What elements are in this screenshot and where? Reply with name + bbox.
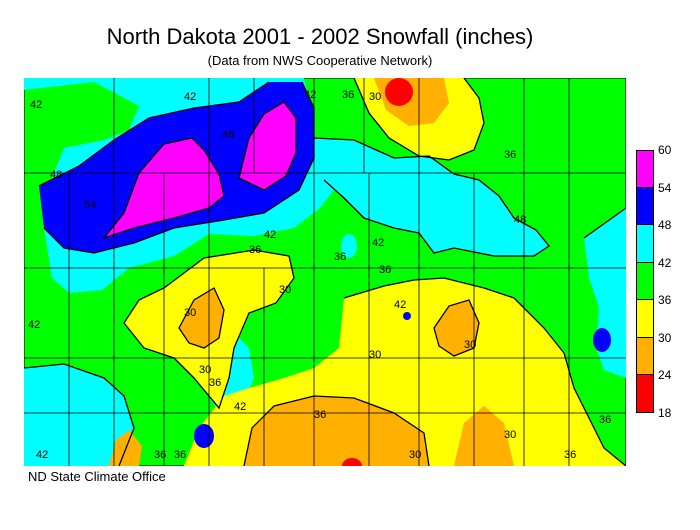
contour-label: 36 xyxy=(314,409,326,421)
color-legend: 60 54 48 42 36 30 24 18 xyxy=(636,143,671,420)
contour-label: 36 xyxy=(249,244,261,256)
region-orange-southeast xyxy=(454,406,514,466)
contour-label: 42 xyxy=(234,401,246,413)
snowfall-map: 42 42 42 42 42 42 42 42 42 48 48 48 54 3… xyxy=(24,78,626,466)
legend-label: 48 xyxy=(658,218,672,232)
legend-label: 54 xyxy=(658,180,672,195)
legend-label: 36 xyxy=(658,293,672,307)
map-title: North Dakota 2001 - 2002 Snowfall (inche… xyxy=(106,24,534,49)
region-magenta-north xyxy=(239,102,296,190)
region-cyan-east xyxy=(584,208,626,378)
spot-cyan-center xyxy=(341,234,357,258)
contour-label: 30 xyxy=(409,449,421,461)
legend-swatch xyxy=(636,262,654,300)
region-orange-southwest xyxy=(179,288,224,348)
contour-label: 48 xyxy=(50,169,62,181)
contour-label: 30 xyxy=(369,349,381,361)
spot-blue-southwest xyxy=(194,424,214,448)
contour-label: 42 xyxy=(304,89,316,101)
contour-value-labels: 42 42 42 42 42 42 42 42 42 48 48 48 54 3… xyxy=(28,89,611,461)
legend-swatch xyxy=(636,187,654,225)
region-red-north xyxy=(385,78,413,106)
contour-lines xyxy=(24,78,626,466)
legend-label: 18 xyxy=(658,405,672,420)
contour-label: 30 xyxy=(369,91,381,103)
contour-label: 36 xyxy=(174,449,186,461)
contour-label: 30 xyxy=(199,364,211,376)
contour-label: 42 xyxy=(184,91,196,103)
contour-label: 36 xyxy=(599,414,611,426)
contour-label: 42 xyxy=(30,99,42,111)
contour-label: 54 xyxy=(84,199,96,211)
region-cyan-center xyxy=(314,138,549,256)
spot-blue-center xyxy=(403,312,411,320)
contour-label: 48 xyxy=(222,129,234,141)
contour-label: 42 xyxy=(36,449,48,461)
legend-label: 42 xyxy=(658,255,672,270)
legend-label: 24 xyxy=(658,368,672,382)
contour-label: 36 xyxy=(504,149,516,161)
contour-label: 36 xyxy=(379,264,391,276)
legend-label: 60 xyxy=(658,143,672,157)
contour-label: 36 xyxy=(209,377,221,389)
county-lines xyxy=(24,78,626,466)
contour-label: 42 xyxy=(28,319,40,331)
contour-label: 42 xyxy=(264,229,276,241)
spot-blue-east xyxy=(593,328,611,352)
region-red-south xyxy=(342,458,362,466)
contour-label: 36 xyxy=(334,251,346,263)
contour-label: 36 xyxy=(564,449,576,461)
legend-swatch xyxy=(636,225,654,263)
region-orange-center xyxy=(434,300,479,356)
contour-label: 48 xyxy=(514,214,526,226)
contour-label: 30 xyxy=(184,307,196,319)
legend-swatch xyxy=(636,337,654,375)
legend-label: 30 xyxy=(658,330,672,345)
legend-swatch xyxy=(636,150,654,188)
region-orange-south xyxy=(244,396,429,466)
contour-label: 42 xyxy=(394,299,406,311)
contour-label: 36 xyxy=(342,89,354,101)
contour-label: 30 xyxy=(279,284,291,296)
contour-label: 30 xyxy=(464,339,476,351)
legend-swatch xyxy=(636,300,654,338)
map-subtitle: (Data from NWS Cooperative Network) xyxy=(207,53,433,68)
contour-label: 36 xyxy=(154,449,166,461)
legend-swatch xyxy=(636,375,654,413)
footer-credit: ND State Climate Office xyxy=(28,469,166,484)
region-cyan-southwest xyxy=(24,364,134,466)
contour-label: 30 xyxy=(504,429,516,441)
contour-label: 42 xyxy=(372,237,384,249)
